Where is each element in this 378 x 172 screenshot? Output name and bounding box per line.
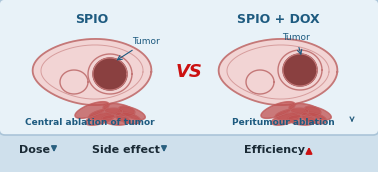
Text: Dose: Dose: [19, 145, 50, 155]
Text: SPIO + DOX: SPIO + DOX: [237, 13, 319, 26]
Polygon shape: [218, 39, 338, 105]
Polygon shape: [246, 70, 274, 94]
Text: Tumor: Tumor: [282, 33, 310, 54]
Polygon shape: [33, 39, 151, 105]
Polygon shape: [88, 54, 132, 94]
Polygon shape: [60, 70, 88, 94]
Polygon shape: [115, 112, 141, 124]
Polygon shape: [289, 104, 321, 116]
Text: Central ablation of tumor: Central ablation of tumor: [25, 118, 155, 127]
Polygon shape: [275, 108, 309, 120]
Polygon shape: [85, 113, 115, 125]
Polygon shape: [305, 106, 331, 120]
Text: SPIO: SPIO: [75, 13, 108, 26]
Polygon shape: [119, 106, 145, 120]
Polygon shape: [75, 102, 109, 118]
Polygon shape: [89, 108, 123, 120]
Polygon shape: [102, 115, 130, 125]
Text: Tumor: Tumor: [118, 37, 160, 60]
Text: Side effect: Side effect: [92, 145, 160, 155]
Polygon shape: [93, 58, 127, 90]
Polygon shape: [271, 113, 301, 125]
Polygon shape: [103, 104, 135, 116]
Text: VS: VS: [175, 63, 203, 81]
Polygon shape: [288, 115, 316, 125]
Text: Peritumour ablation: Peritumour ablation: [232, 118, 335, 127]
Polygon shape: [278, 50, 322, 90]
Text: Efficiency: Efficiency: [244, 145, 305, 155]
Polygon shape: [283, 54, 317, 86]
FancyBboxPatch shape: [0, 0, 378, 135]
Polygon shape: [261, 102, 295, 118]
Polygon shape: [301, 112, 327, 124]
